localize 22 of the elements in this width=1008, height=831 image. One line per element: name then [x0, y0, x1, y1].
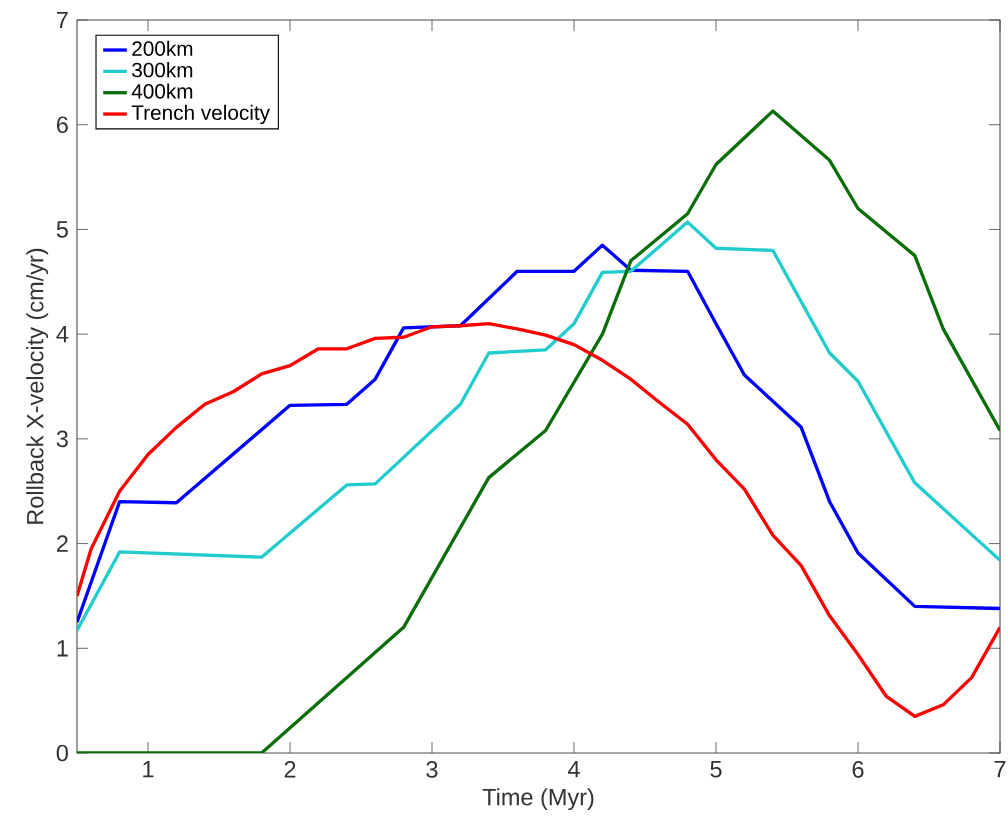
x-tick-label: 2 [284, 761, 296, 778]
y-tick-label: 4 [56, 326, 69, 343]
y-tick-label: 5 [56, 221, 68, 238]
x-tick-label: 4 [568, 761, 580, 778]
x-tick-label: 1 [143, 761, 154, 778]
x-tick-label: 5 [710, 761, 722, 778]
legend-label: 300km [132, 62, 193, 78]
y-tick-label: 6 [56, 116, 68, 134]
x-axis-title: Time (Myr) [482, 788, 594, 811]
y-tick-label: 3 [56, 430, 68, 448]
y-tick-label: 7 [57, 11, 68, 29]
legend-label: 400km [131, 83, 193, 99]
y-tick-label: 2 [56, 535, 68, 552]
x-tick-label: 3 [426, 761, 438, 778]
line-series [77, 322, 1001, 719]
x-tick-label: 7 [994, 761, 1006, 778]
y-axis-title: Rollback X-velocity (cm/yr) [26, 248, 49, 524]
y-tick-label: 0 [56, 744, 68, 762]
x-tick-label: 6 [852, 761, 864, 778]
legend-label: Trench velocity [131, 104, 270, 125]
legend-label: 200km [132, 40, 193, 56]
y-tick-label: 1 [57, 640, 68, 657]
